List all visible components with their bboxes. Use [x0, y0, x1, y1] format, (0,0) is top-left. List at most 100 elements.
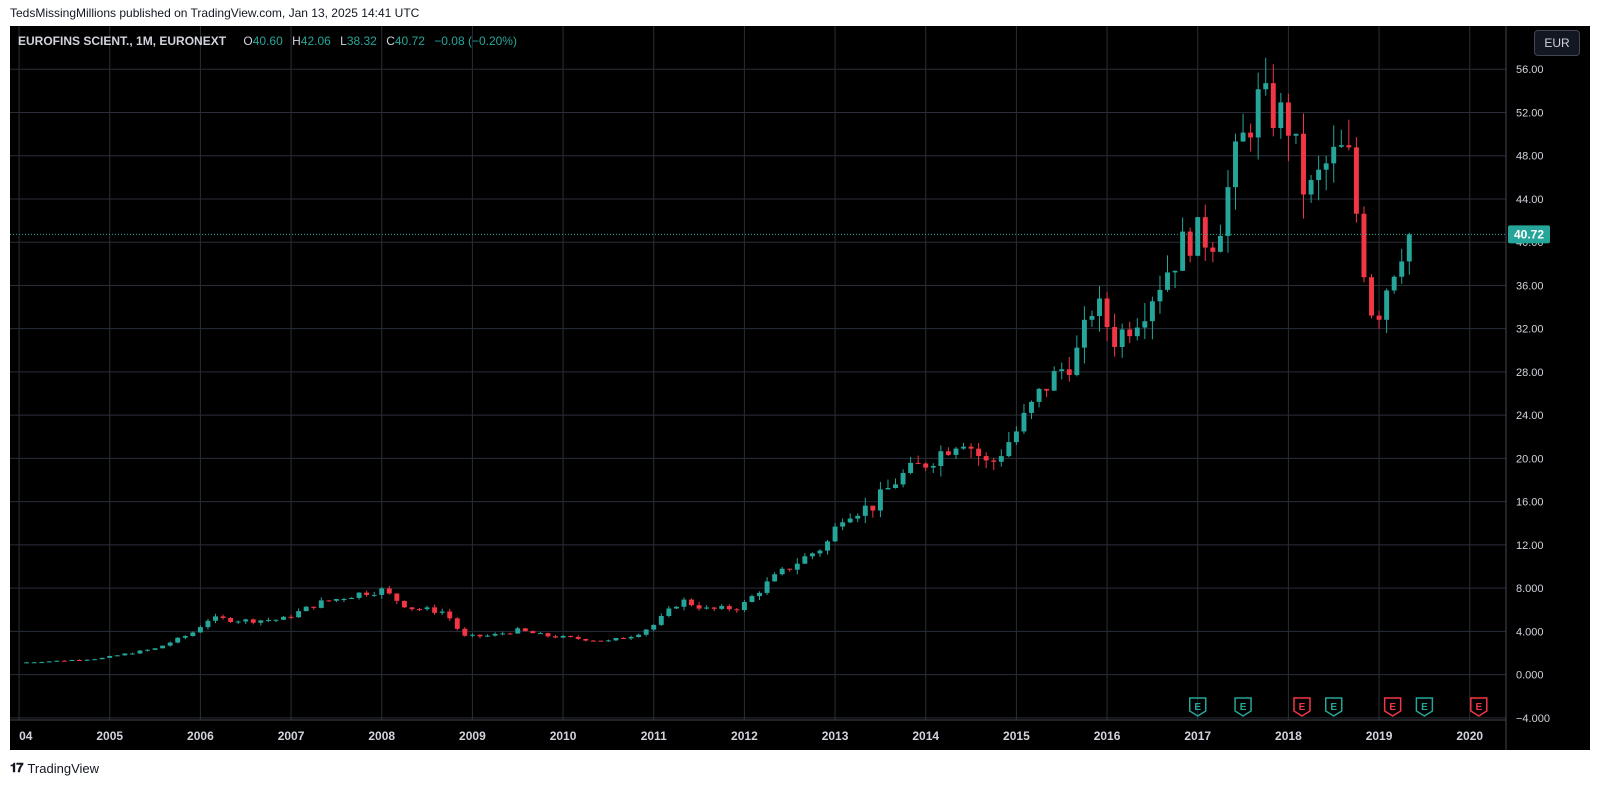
- y-tick-label: 8.000: [1516, 583, 1544, 595]
- candle-body: [704, 607, 710, 609]
- candle-body: [1029, 401, 1034, 413]
- candle-body: [779, 568, 785, 575]
- candlestick-chart[interactable]: 56.0052.0048.0044.0040.0036.0032.0028.00…: [10, 26, 1590, 750]
- candle-body: [318, 600, 324, 608]
- candle-body: [643, 629, 649, 635]
- candle-body: [825, 541, 830, 551]
- close-label: C: [386, 34, 395, 48]
- candle-body: [1217, 235, 1223, 252]
- candle-body: [613, 638, 619, 641]
- candle-body: [605, 640, 611, 642]
- candle-body: [401, 600, 407, 608]
- candle-body: [349, 597, 354, 600]
- candle-body: [24, 662, 30, 664]
- chart-pane[interactable]: 56.0052.0048.0044.0040.0036.0032.0028.00…: [10, 26, 1590, 750]
- candle-body: [764, 581, 770, 593]
- candle-body: [167, 642, 173, 646]
- candle-body: [628, 636, 634, 639]
- candle-body: [492, 633, 498, 636]
- candle-body: [787, 568, 793, 570]
- candle-body: [1149, 301, 1155, 322]
- earnings-marker-icon: [1188, 697, 1207, 717]
- candle-body: [190, 632, 196, 637]
- candle-body: [1142, 321, 1148, 328]
- candle-body: [938, 451, 944, 466]
- candle-body: [681, 599, 687, 607]
- candle-body: [930, 465, 936, 468]
- candle-body: [568, 635, 574, 637]
- candle-body: [220, 616, 226, 618]
- candle-body: [900, 472, 906, 485]
- high-label: H: [292, 34, 301, 48]
- candle-body: [583, 638, 589, 641]
- x-tick-label: 2013: [822, 729, 849, 743]
- candle-body: [1391, 276, 1397, 291]
- candle-body: [1127, 329, 1133, 337]
- candle-body: [243, 619, 249, 622]
- candle-body: [1104, 298, 1110, 328]
- candle-body: [160, 645, 166, 649]
- x-tick-label: 2019: [1366, 729, 1393, 743]
- candle-body: [182, 636, 188, 638]
- candle-body: [862, 505, 868, 516]
- candle-body: [976, 448, 982, 457]
- candle-body: [99, 657, 105, 660]
- footer-branding: 𝟏𝟕 TradingView: [10, 760, 99, 776]
- open-value: 40.60: [252, 34, 283, 48]
- candle-body: [794, 563, 800, 570]
- x-tick-label: 2015: [1003, 729, 1030, 743]
- candle-body: [636, 634, 642, 637]
- candle-body: [1187, 231, 1193, 256]
- candle-body: [122, 653, 128, 656]
- candle-body: [1338, 145, 1344, 147]
- candle-body: [1172, 270, 1178, 273]
- candle-body: [847, 518, 853, 523]
- candle-body: [741, 602, 747, 611]
- currency-button[interactable]: EUR: [1534, 30, 1580, 56]
- candle-body: [1089, 316, 1095, 320]
- x-tick-label: 2007: [278, 729, 305, 743]
- candle-body: [1081, 319, 1087, 348]
- candle-body: [855, 515, 861, 519]
- x-tick-label: 2014: [912, 729, 939, 743]
- y-tick-label: 4.000: [1516, 626, 1544, 638]
- last-price-badge: [1508, 225, 1550, 244]
- candle-body: [1361, 213, 1367, 278]
- candle-body: [1157, 289, 1163, 302]
- candle-body: [923, 463, 929, 468]
- y-tick-label: 24.00: [1516, 410, 1544, 422]
- candle-body: [152, 648, 158, 650]
- candle-body: [107, 655, 113, 658]
- candle-body: [205, 620, 211, 628]
- candle-body: [772, 574, 778, 582]
- candle-body: [991, 460, 997, 462]
- candle-body: [968, 446, 974, 449]
- candle-body: [1013, 431, 1019, 443]
- candle-body: [371, 594, 377, 596]
- candle-body: [1112, 327, 1118, 347]
- candle-body: [621, 638, 626, 640]
- y-tick-label: −4.000: [1516, 713, 1550, 725]
- candle-body: [84, 659, 90, 661]
- tradingview-logo-icon: 𝟏𝟕: [10, 760, 24, 775]
- candle-body: [114, 655, 120, 657]
- candle-body: [137, 650, 143, 654]
- candle-body: [651, 624, 657, 630]
- candle-body: [1225, 187, 1231, 236]
- earnings-marker-icon: [1293, 697, 1311, 717]
- low-label: L: [340, 34, 347, 48]
- candle-body: [1074, 347, 1080, 375]
- candle-body: [432, 607, 438, 613]
- x-tick-label: 2012: [731, 729, 758, 743]
- close-value: 40.72: [394, 34, 425, 48]
- candle-body: [485, 635, 490, 637]
- candle-body: [288, 616, 294, 618]
- y-tick-label: 28.00: [1516, 367, 1544, 379]
- candle-body: [1278, 102, 1284, 129]
- candle-body: [1346, 145, 1352, 148]
- candle-body: [757, 592, 762, 597]
- y-tick-label: 56.00: [1516, 64, 1544, 76]
- candle-body: [1308, 180, 1314, 195]
- candle-body: [749, 596, 755, 603]
- candle-body: [802, 556, 808, 564]
